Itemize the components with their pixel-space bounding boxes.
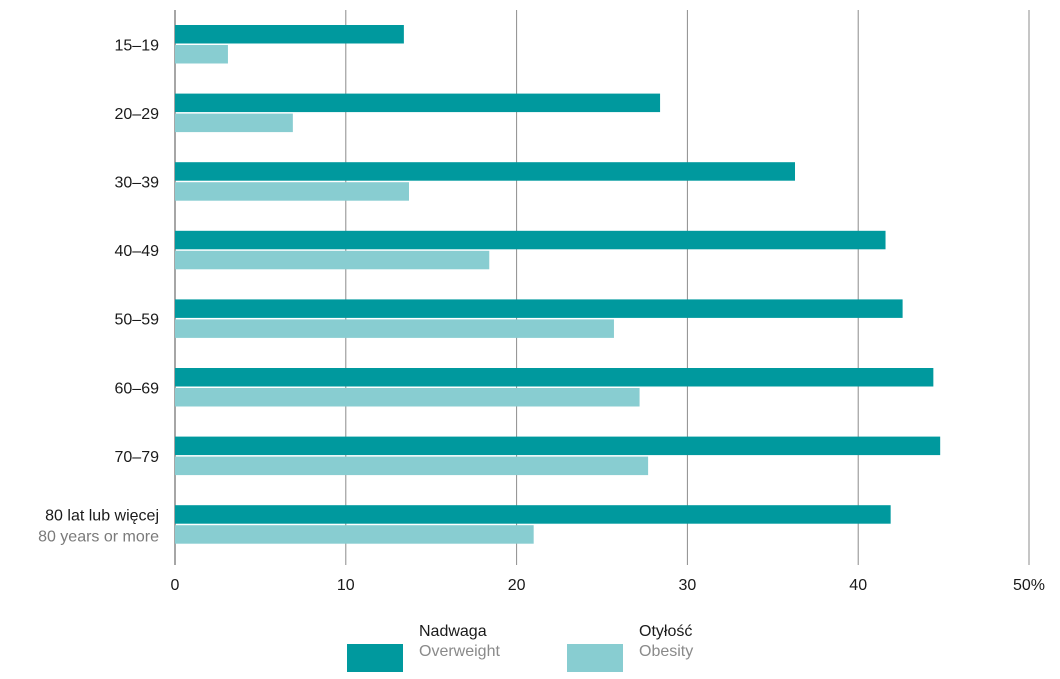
- bar-obesity: [175, 525, 534, 544]
- category-label: 20–29: [115, 106, 160, 123]
- legend: Nadwaga Overweight Otyłość Obesity: [0, 620, 1060, 679]
- bar-overweight: [175, 505, 891, 524]
- legend-swatch-obesity: [567, 644, 623, 672]
- bar-overweight: [175, 436, 941, 456]
- x-tick-label: 50%: [1013, 577, 1045, 594]
- bar-obesity: [175, 250, 490, 270]
- x-tick-label: 10: [337, 577, 355, 594]
- gridlines: [174, 10, 1030, 565]
- bar-overweight: [175, 25, 404, 44]
- category-label: 50–59: [115, 312, 160, 329]
- category-label: 80 lat lub więcej: [45, 507, 159, 524]
- bar-obesity: [175, 319, 614, 338]
- bar-obesity: [175, 456, 649, 476]
- bar-obesity: [175, 113, 293, 133]
- legend-sublabel-obesity: Obesity: [639, 643, 694, 660]
- legend-sublabel-overweight: Overweight: [419, 643, 500, 660]
- bar-obesity: [175, 388, 640, 407]
- x-tick-label: 0: [171, 577, 180, 594]
- bar-overweight: [175, 368, 934, 387]
- category-label: 15–19: [115, 37, 160, 54]
- category-label: 40–49: [115, 243, 160, 260]
- bar-obesity: [175, 182, 409, 201]
- bar-overweight: [175, 230, 886, 250]
- category-label: 60–69: [115, 380, 160, 397]
- legend-label-obesity: Otyłość: [639, 623, 693, 640]
- bars: [175, 25, 941, 544]
- bar-overweight: [175, 162, 796, 181]
- category-label: 30–39: [115, 174, 160, 191]
- category-labels: 15–19 20–29 30–39 40–49 50–59 60–69 70–79 80 la…: [38, 37, 159, 545]
- x-tick-label: 30: [679, 577, 697, 594]
- x-tick-labels: 0 10 20 30 40 50%: [171, 577, 1045, 594]
- bar-obesity: [175, 45, 228, 64]
- bar-overweight: [175, 93, 661, 113]
- category-label: 70–79: [115, 449, 160, 466]
- x-tick-label: 20: [508, 577, 526, 594]
- category-sublabel: 80 years or more: [38, 528, 159, 545]
- x-tick-label: 40: [849, 577, 867, 594]
- bar-overweight: [175, 299, 903, 318]
- legend-swatch-overweight: [347, 644, 403, 672]
- legend-label-overweight: Nadwaga: [419, 623, 487, 640]
